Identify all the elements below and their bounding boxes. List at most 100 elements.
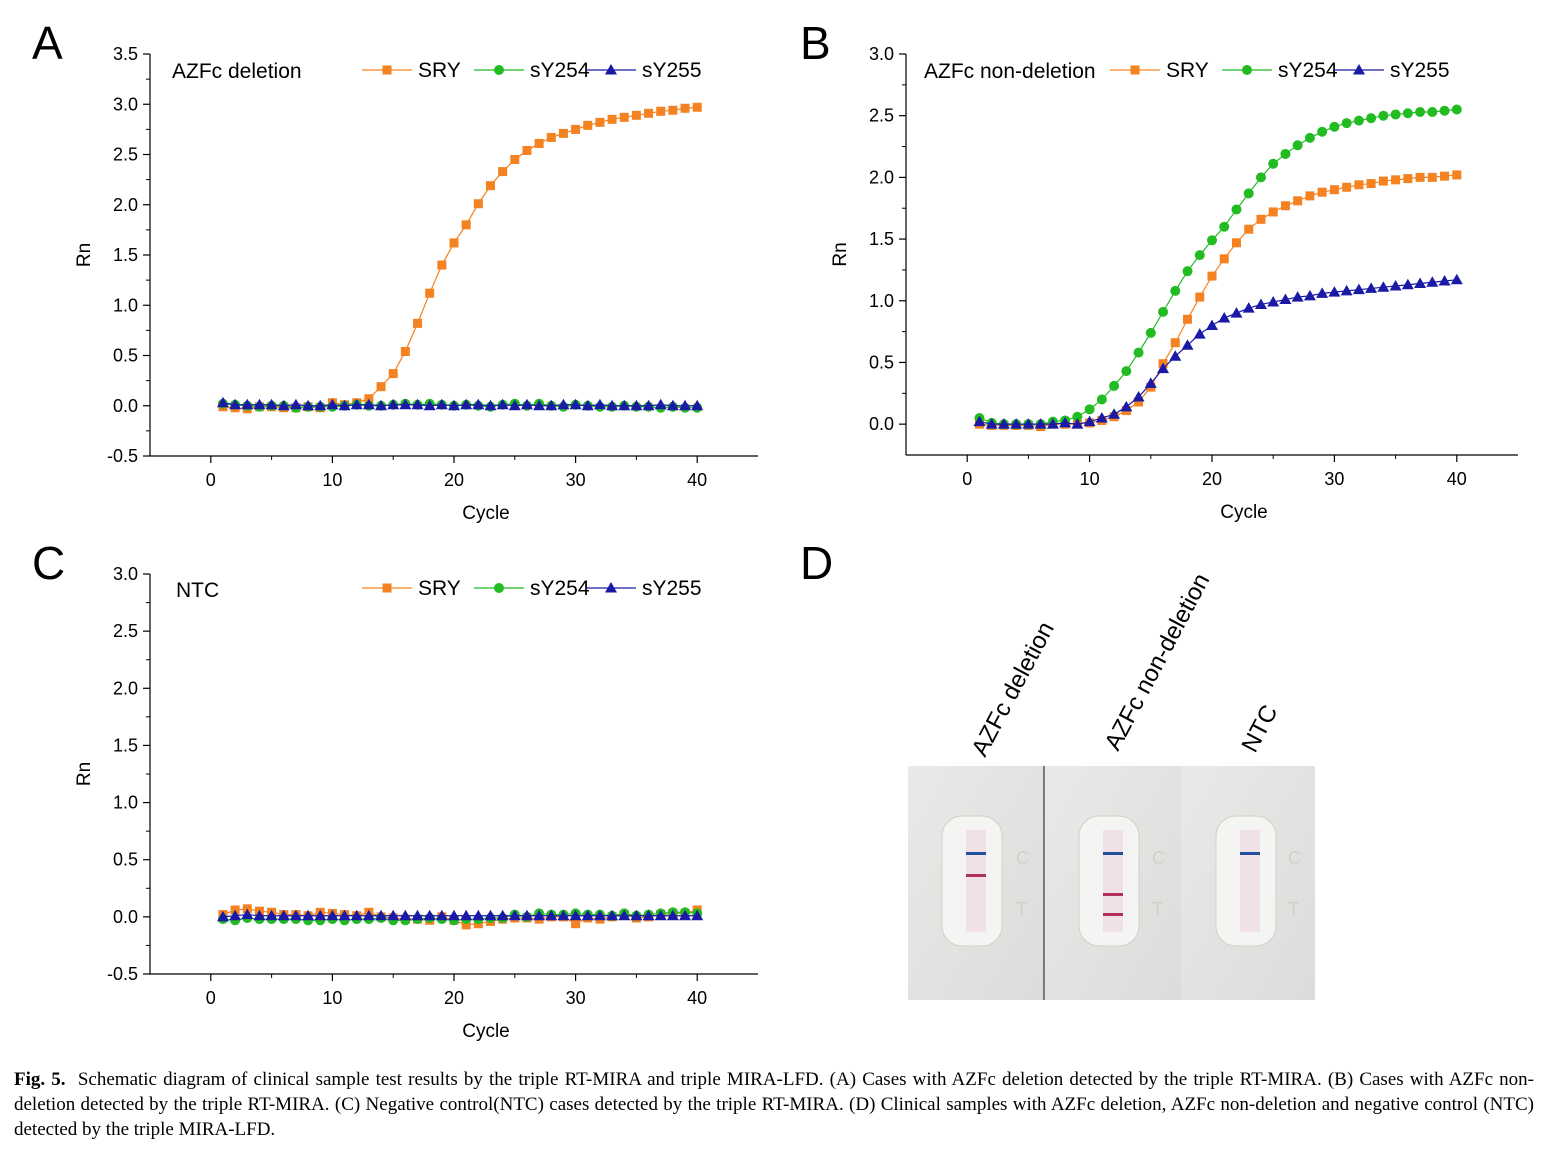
data-point xyxy=(435,398,448,410)
data-point xyxy=(1378,110,1389,121)
y-tick-label: 0.0 xyxy=(113,396,138,416)
data-point xyxy=(484,399,497,411)
data-point xyxy=(546,132,556,142)
legend-label: sY255 xyxy=(642,59,702,82)
data-point xyxy=(654,398,667,410)
legend-marker xyxy=(605,64,617,75)
data-point xyxy=(265,398,278,410)
data-point xyxy=(1207,271,1217,281)
data-point xyxy=(593,909,606,921)
data-point xyxy=(375,909,388,921)
data-point xyxy=(1022,418,1035,429)
legend-label: SRY xyxy=(418,577,461,600)
data-point xyxy=(1291,291,1304,302)
data-point xyxy=(581,399,594,411)
data-point xyxy=(691,909,704,921)
data-point xyxy=(1377,281,1390,292)
data-point xyxy=(1403,174,1413,184)
x-tick-label: 10 xyxy=(322,470,342,490)
data-point xyxy=(642,399,655,411)
data-point xyxy=(1158,306,1169,317)
series-line xyxy=(979,108,1457,425)
data-point xyxy=(1389,279,1402,291)
chart-title: AZFc deletion xyxy=(172,60,302,83)
test-line xyxy=(1103,913,1123,916)
data-point xyxy=(253,398,266,410)
legend-label: sY255 xyxy=(1390,59,1450,82)
data-point xyxy=(569,909,582,921)
data-point xyxy=(1059,416,1072,428)
data-point xyxy=(1427,172,1437,182)
t-mark: T xyxy=(1152,899,1163,919)
data-point xyxy=(692,102,702,112)
t-mark: T xyxy=(1288,899,1299,919)
x-tick-label: 20 xyxy=(444,988,464,1008)
data-point xyxy=(229,398,242,410)
data-point xyxy=(630,399,643,411)
data-point xyxy=(362,398,375,410)
x-axis-label: Cycle xyxy=(1220,502,1268,523)
data-point xyxy=(314,399,327,411)
data-point xyxy=(473,199,483,209)
lfd-strip-ntc: C T xyxy=(1181,766,1315,1000)
data-point xyxy=(595,117,605,127)
data-point xyxy=(679,909,692,921)
data-point xyxy=(437,260,447,270)
data-point xyxy=(680,103,690,113)
data-point xyxy=(1183,314,1193,324)
legend-label: sY254 xyxy=(530,577,590,600)
data-point xyxy=(362,909,375,921)
y-tick-label: 2.0 xyxy=(113,678,138,698)
legend: SRY sY254 sY255 xyxy=(362,59,702,82)
data-point xyxy=(1440,171,1450,181)
data-point xyxy=(485,181,495,191)
data-point xyxy=(1452,170,1462,180)
c-mark: C xyxy=(1152,848,1165,868)
data-point xyxy=(1072,411,1083,422)
series-sy254 xyxy=(974,104,1462,430)
data-point xyxy=(326,398,339,410)
x-tick-label: 30 xyxy=(1324,469,1344,489)
y-axis-label: Rn xyxy=(74,243,95,267)
data-point xyxy=(399,909,412,921)
data-point xyxy=(277,399,290,411)
data-point xyxy=(448,399,460,411)
data-point xyxy=(654,909,667,921)
x-tick-label: 40 xyxy=(687,470,707,490)
data-point xyxy=(1353,115,1364,126)
data-point xyxy=(1414,277,1427,288)
data-point xyxy=(508,399,521,411)
chart-title: NTC xyxy=(176,579,219,602)
data-point xyxy=(679,399,692,411)
y-tick-label: 2.5 xyxy=(113,145,138,165)
data-point xyxy=(460,909,473,921)
data-point xyxy=(216,396,229,408)
x-tick-label: 20 xyxy=(444,470,464,490)
x-tick-label: 40 xyxy=(687,988,707,1008)
data-point xyxy=(1096,394,1107,405)
chart-a: 0 10 20 30 40 -0.5 0.0 0.5 1.0 1.5 2.0 2.5 3.0 3.5 Cyc… xyxy=(74,44,758,524)
data-point xyxy=(229,909,242,921)
data-point xyxy=(350,398,363,410)
data-point xyxy=(449,238,459,248)
y-tick-label: 2.0 xyxy=(869,167,894,187)
y-tick-label: 2.0 xyxy=(113,195,138,215)
data-point xyxy=(1157,362,1170,374)
data-point xyxy=(1071,418,1084,429)
data-point xyxy=(607,114,617,124)
data-point xyxy=(997,418,1010,429)
series-line xyxy=(222,402,698,407)
legend-label: sY254 xyxy=(1278,59,1338,82)
data-point xyxy=(423,909,436,921)
data-point xyxy=(1415,172,1425,182)
data-point xyxy=(631,110,641,120)
data-point xyxy=(668,105,678,115)
data-point xyxy=(1280,148,1291,159)
data-point xyxy=(1182,266,1193,277)
data-point xyxy=(411,909,424,921)
data-point xyxy=(1181,339,1194,350)
data-point xyxy=(265,909,278,921)
data-point xyxy=(666,399,679,411)
data-point xyxy=(1342,182,1352,192)
data-point xyxy=(423,399,436,411)
